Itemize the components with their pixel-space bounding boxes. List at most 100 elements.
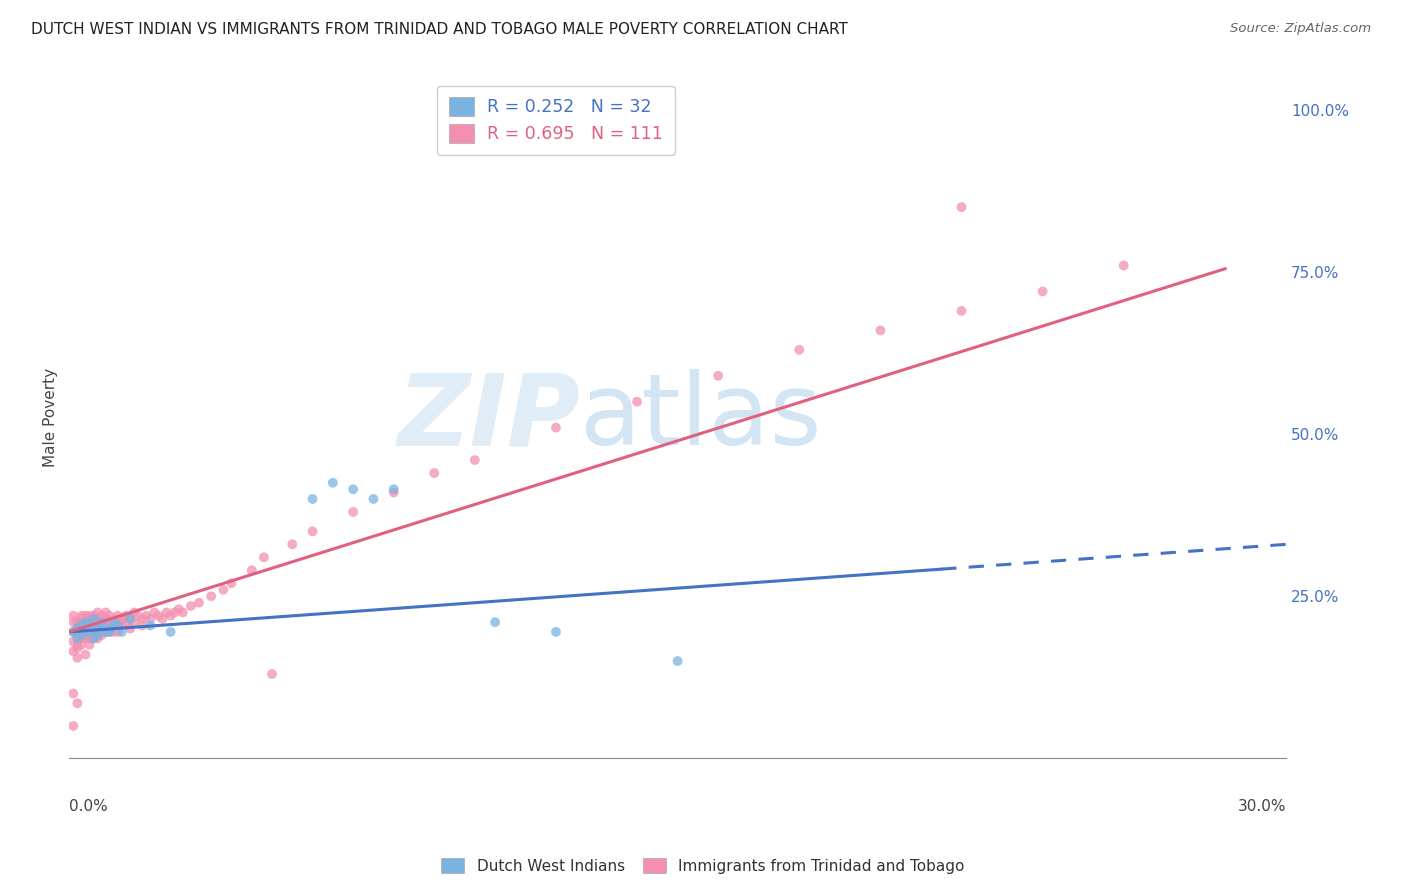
Point (66, 622, 89, 636)
Point (544, 420, 567, 434)
Point (75, 648, 97, 662)
Point (281, 537, 304, 551)
Point (135, 608, 157, 623)
Point (253, 550, 276, 565)
Point (86, 622, 108, 636)
Point (79, 624, 101, 639)
Text: Source: ZipAtlas.com: Source: ZipAtlas.com (1230, 22, 1371, 36)
Point (75, 632, 97, 646)
Point (167, 602, 190, 616)
Point (139, 612, 162, 626)
Point (75, 615, 97, 629)
Point (240, 563, 263, 577)
Point (70, 618, 93, 632)
Point (66, 615, 89, 629)
Point (382, 485, 405, 500)
Point (79, 608, 101, 623)
Point (62, 615, 84, 629)
Text: 0.0%: 0.0% (69, 799, 108, 814)
Point (111, 618, 134, 632)
Point (70, 628, 93, 642)
Point (120, 612, 142, 626)
Point (83, 608, 105, 623)
Point (70, 632, 93, 646)
Point (79, 624, 101, 639)
Point (363, 491, 385, 506)
Point (70, 612, 93, 626)
Point (62, 624, 84, 639)
Point (83, 632, 105, 646)
Point (322, 475, 344, 490)
Legend: R = 0.252   N = 32, R = 0.695   N = 111: R = 0.252 N = 32, R = 0.695 N = 111 (437, 86, 675, 155)
Point (75, 622, 97, 636)
Point (382, 482, 405, 496)
Point (122, 606, 145, 620)
Point (66, 628, 89, 642)
Point (107, 624, 129, 639)
Point (120, 612, 142, 626)
Point (188, 596, 211, 610)
Point (83, 624, 105, 639)
Point (70, 624, 93, 639)
Point (423, 466, 446, 480)
Point (111, 624, 134, 639)
Point (83, 615, 105, 629)
Point (79, 618, 101, 632)
Point (90, 608, 112, 623)
Point (115, 615, 138, 629)
Point (98, 608, 121, 623)
Point (86, 632, 108, 646)
Point (86, 606, 108, 620)
Point (200, 589, 222, 603)
Point (139, 618, 162, 632)
Point (83, 632, 105, 646)
Point (111, 612, 134, 626)
Point (301, 524, 323, 539)
Point (155, 606, 177, 620)
Point (707, 368, 730, 383)
Point (103, 618, 125, 632)
Point (1112, 259, 1135, 273)
Point (172, 606, 194, 620)
Point (66, 622, 89, 636)
Point (66, 638, 89, 652)
Point (98, 624, 121, 639)
Text: ZIP: ZIP (398, 369, 581, 467)
Point (544, 624, 567, 639)
Point (94, 624, 117, 639)
Point (301, 491, 323, 506)
Point (83, 612, 105, 626)
Point (66, 641, 89, 656)
Point (98, 622, 121, 636)
Point (66, 650, 89, 665)
Point (94, 612, 117, 626)
Point (143, 606, 166, 620)
Point (62, 644, 84, 658)
Point (90, 622, 112, 636)
Point (484, 615, 506, 629)
Point (115, 608, 138, 623)
Point (90, 622, 112, 636)
Point (464, 453, 486, 467)
Point (122, 615, 145, 629)
Point (221, 576, 243, 591)
Point (62, 634, 84, 648)
Point (131, 612, 153, 626)
Point (666, 654, 689, 668)
Point (75, 628, 97, 642)
Point (75, 624, 97, 639)
Point (94, 624, 117, 639)
Point (98, 622, 121, 636)
Point (90, 624, 112, 639)
Point (66, 632, 89, 646)
Point (70, 608, 93, 623)
Point (159, 608, 181, 623)
Point (869, 323, 891, 337)
Point (98, 615, 121, 629)
Point (950, 304, 973, 318)
Point (70, 622, 93, 636)
Point (90, 615, 112, 629)
Point (86, 624, 108, 639)
Text: atlas: atlas (581, 369, 823, 467)
Text: 30.0%: 30.0% (1237, 799, 1286, 814)
